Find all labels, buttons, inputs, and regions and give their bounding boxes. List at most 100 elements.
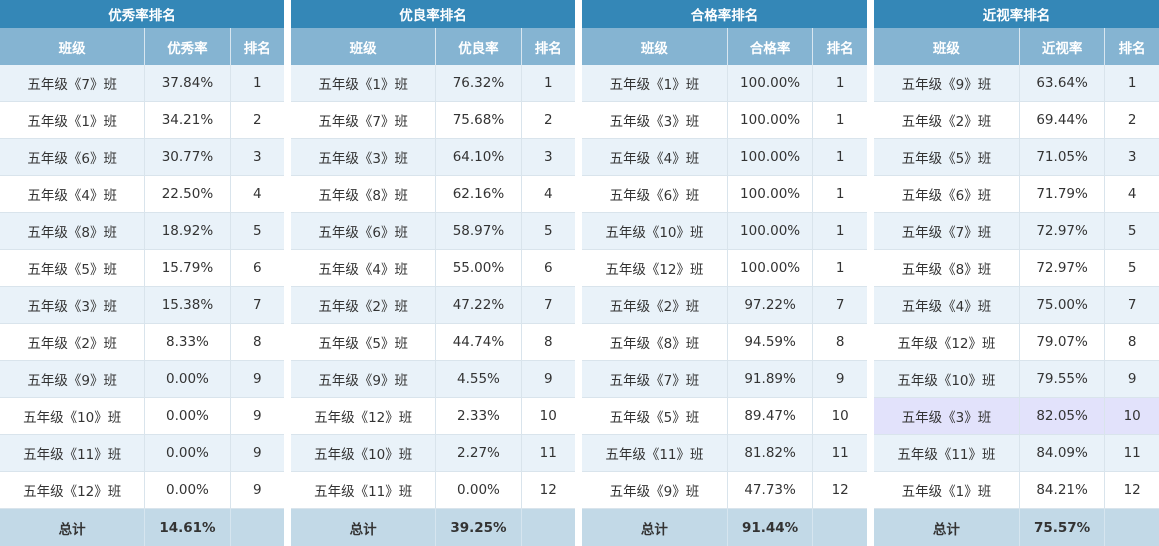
rank-cell: 8	[1104, 323, 1159, 361]
table-row[interactable]: 五年级《10》班 2.27% 11	[291, 434, 575, 472]
table-row[interactable]: 五年级《10》班 0.00% 9	[0, 397, 284, 435]
table-row[interactable]: 五年级《5》班 44.74% 8	[291, 323, 575, 361]
total-rank-empty	[1104, 508, 1159, 546]
ranking-table: 近视率排名 班级 近视率 排名 五年级《9》班 63.64% 1 五年级《2》班 69.44% 2…	[874, 0, 1159, 546]
class-cell: 五年级《12》班	[582, 249, 728, 287]
rate-cell: 15.79%	[144, 249, 231, 287]
rank-cell: 2	[230, 101, 284, 139]
rate-cell: 34.21%	[144, 101, 231, 139]
rate-cell: 15.38%	[144, 286, 231, 324]
class-cell: 五年级《5》班	[291, 323, 437, 361]
table-row[interactable]: 五年级《11》班 0.00% 9	[0, 434, 284, 472]
table-row[interactable]: 五年级《6》班 71.79% 4	[874, 175, 1159, 213]
table-row[interactable]: 五年级《1》班 34.21% 2	[0, 101, 284, 139]
table-title: 优良率排名	[291, 0, 575, 28]
rank-cell: 12	[812, 471, 867, 509]
rank-cell: 1	[230, 65, 284, 102]
class-cell: 五年级《3》班	[874, 397, 1020, 435]
table-row[interactable]: 五年级《4》班 22.50% 4	[0, 175, 284, 213]
table-row[interactable]: 五年级《9》班 4.55% 9	[291, 360, 575, 398]
table-title: 优秀率排名	[0, 0, 284, 28]
rate-cell: 62.16%	[435, 175, 522, 213]
table-row[interactable]: 五年级《12》班 100.00% 1	[582, 249, 867, 287]
table-row[interactable]: 五年级《11》班 81.82% 11	[582, 434, 867, 472]
table-row[interactable]: 五年级《4》班 75.00% 7	[874, 286, 1159, 324]
rank-cell: 1	[812, 65, 867, 102]
rank-cell: 6	[230, 249, 284, 287]
table-row[interactable]: 五年级《7》班 91.89% 9	[582, 360, 867, 398]
rank-cell: 12	[1104, 471, 1159, 509]
rate-cell: 81.82%	[727, 434, 814, 472]
table-row[interactable]: 五年级《11》班 84.09% 11	[874, 434, 1159, 472]
table-row[interactable]: 五年级《1》班 84.21% 12	[874, 471, 1159, 509]
table-row[interactable]: 五年级《10》班 100.00% 1	[582, 212, 867, 250]
class-cell: 五年级《11》班	[291, 471, 437, 509]
rate-cell: 100.00%	[727, 138, 814, 176]
table-row[interactable]: 五年级《8》班 94.59% 8	[582, 323, 867, 361]
table-row[interactable]: 五年级《2》班 69.44% 2	[874, 101, 1159, 139]
rate-cell: 100.00%	[727, 175, 814, 213]
rank-cell: 1	[812, 138, 867, 176]
table-row[interactable]: 五年级《8》班 72.97% 5	[874, 249, 1159, 287]
table-row[interactable]: 五年级《3》班 82.05% 10	[874, 397, 1159, 435]
class-cell: 五年级《12》班	[0, 471, 146, 509]
class-cell: 五年级《2》班	[291, 286, 437, 324]
table-row[interactable]: 五年级《3》班 64.10% 3	[291, 138, 575, 176]
class-cell: 五年级《7》班	[874, 212, 1020, 250]
rank-cell: 9	[521, 360, 575, 398]
table-row[interactable]: 五年级《5》班 15.79% 6	[0, 249, 284, 287]
rate-cell: 76.32%	[435, 65, 522, 102]
rank-cell: 4	[521, 175, 575, 213]
total-row: 总计 75.57%	[874, 508, 1159, 546]
rank-cell: 1	[812, 249, 867, 287]
total-rank-empty	[230, 508, 284, 546]
rank-cell: 5	[1104, 212, 1159, 250]
class-cell: 五年级《1》班	[0, 101, 146, 139]
rate-cell: 71.79%	[1019, 175, 1106, 213]
rank-cell: 1	[521, 65, 575, 102]
rank-cell: 8	[521, 323, 575, 361]
table-row[interactable]: 五年级《9》班 47.73% 12	[582, 471, 867, 509]
rate-cell: 0.00%	[144, 397, 231, 435]
table-row[interactable]: 五年级《5》班 71.05% 3	[874, 138, 1159, 176]
class-cell: 五年级《6》班	[582, 175, 728, 213]
table-row[interactable]: 五年级《6》班 58.97% 5	[291, 212, 575, 250]
table-row[interactable]: 五年级《7》班 75.68% 2	[291, 101, 575, 139]
table-title: 合格率排名	[582, 0, 867, 28]
table-row[interactable]: 五年级《12》班 79.07% 8	[874, 323, 1159, 361]
class-cell: 五年级《4》班	[0, 175, 146, 213]
table-row[interactable]: 五年级《10》班 79.55% 9	[874, 360, 1159, 398]
class-cell: 五年级《9》班	[0, 360, 146, 398]
table-row[interactable]: 五年级《5》班 89.47% 10	[582, 397, 867, 435]
table-row[interactable]: 五年级《1》班 100.00% 1	[582, 65, 867, 102]
table-row[interactable]: 五年级《3》班 15.38% 7	[0, 286, 284, 324]
total-row: 总计 91.44%	[582, 508, 867, 546]
table-row[interactable]: 五年级《7》班 72.97% 5	[874, 212, 1159, 250]
table-row[interactable]: 五年级《8》班 18.92% 5	[0, 212, 284, 250]
table-row[interactable]: 五年级《7》班 37.84% 1	[0, 65, 284, 102]
table-row[interactable]: 五年级《2》班 8.33% 8	[0, 323, 284, 361]
rank-cell: 10	[1104, 397, 1159, 435]
class-cell: 五年级《11》班	[0, 434, 146, 472]
table-row[interactable]: 五年级《6》班 30.77% 3	[0, 138, 284, 176]
rate-cell: 64.10%	[435, 138, 522, 176]
table-row[interactable]: 五年级《3》班 100.00% 1	[582, 101, 867, 139]
rank-cell: 6	[521, 249, 575, 287]
table-row[interactable]: 五年级《4》班 55.00% 6	[291, 249, 575, 287]
class-cell: 五年级《12》班	[874, 323, 1020, 361]
table-row[interactable]: 五年级《12》班 2.33% 10	[291, 397, 575, 435]
table-row[interactable]: 五年级《9》班 0.00% 9	[0, 360, 284, 398]
rate-cell: 72.97%	[1019, 212, 1106, 250]
class-cell: 五年级《6》班	[0, 138, 146, 176]
table-row[interactable]: 五年级《6》班 100.00% 1	[582, 175, 867, 213]
column-header-rank: 排名	[230, 28, 284, 65]
table-row[interactable]: 五年级《1》班 76.32% 1	[291, 65, 575, 102]
table-row[interactable]: 五年级《2》班 47.22% 7	[291, 286, 575, 324]
table-row[interactable]: 五年级《9》班 63.64% 1	[874, 65, 1159, 102]
table-row[interactable]: 五年级《2》班 97.22% 7	[582, 286, 867, 324]
class-cell: 五年级《4》班	[291, 249, 437, 287]
table-row[interactable]: 五年级《12》班 0.00% 9	[0, 471, 284, 509]
table-row[interactable]: 五年级《8》班 62.16% 4	[291, 175, 575, 213]
table-row[interactable]: 五年级《11》班 0.00% 12	[291, 471, 575, 509]
table-row[interactable]: 五年级《4》班 100.00% 1	[582, 138, 867, 176]
